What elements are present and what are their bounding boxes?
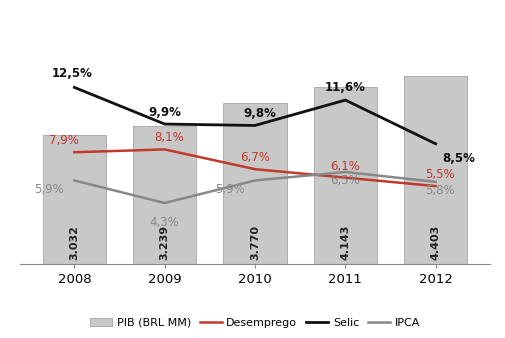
Text: 5,9%: 5,9% xyxy=(215,183,244,196)
Bar xyxy=(133,126,196,264)
Text: 3.770: 3.770 xyxy=(250,225,260,260)
Bar xyxy=(314,88,377,264)
Text: 11,6%: 11,6% xyxy=(325,81,366,94)
Bar xyxy=(404,76,467,264)
Text: 6,1%: 6,1% xyxy=(330,160,360,173)
Bar xyxy=(223,103,287,264)
Text: 5,8%: 5,8% xyxy=(425,184,455,197)
Legend: PIB (BRL MM), Desemprego, Selic, IPCA: PIB (BRL MM), Desemprego, Selic, IPCA xyxy=(85,313,425,332)
Text: 3.239: 3.239 xyxy=(160,225,170,260)
Text: 7,9%: 7,9% xyxy=(49,134,79,147)
Text: 8,5%: 8,5% xyxy=(442,152,475,165)
Text: 9,8%: 9,8% xyxy=(243,107,276,120)
Text: 8,1%: 8,1% xyxy=(155,131,184,145)
Text: 4,3%: 4,3% xyxy=(150,216,180,229)
Text: 3.032: 3.032 xyxy=(69,225,79,260)
Text: 4.403: 4.403 xyxy=(431,225,441,260)
Text: 12,5%: 12,5% xyxy=(52,67,93,80)
Text: 9,9%: 9,9% xyxy=(148,106,181,119)
Text: 6,7%: 6,7% xyxy=(240,151,270,164)
Text: 5,5%: 5,5% xyxy=(425,168,455,181)
Text: 6,5%: 6,5% xyxy=(330,174,360,187)
Text: 5,9%: 5,9% xyxy=(34,183,64,196)
Bar xyxy=(43,135,106,264)
Text: 4.143: 4.143 xyxy=(340,225,350,260)
